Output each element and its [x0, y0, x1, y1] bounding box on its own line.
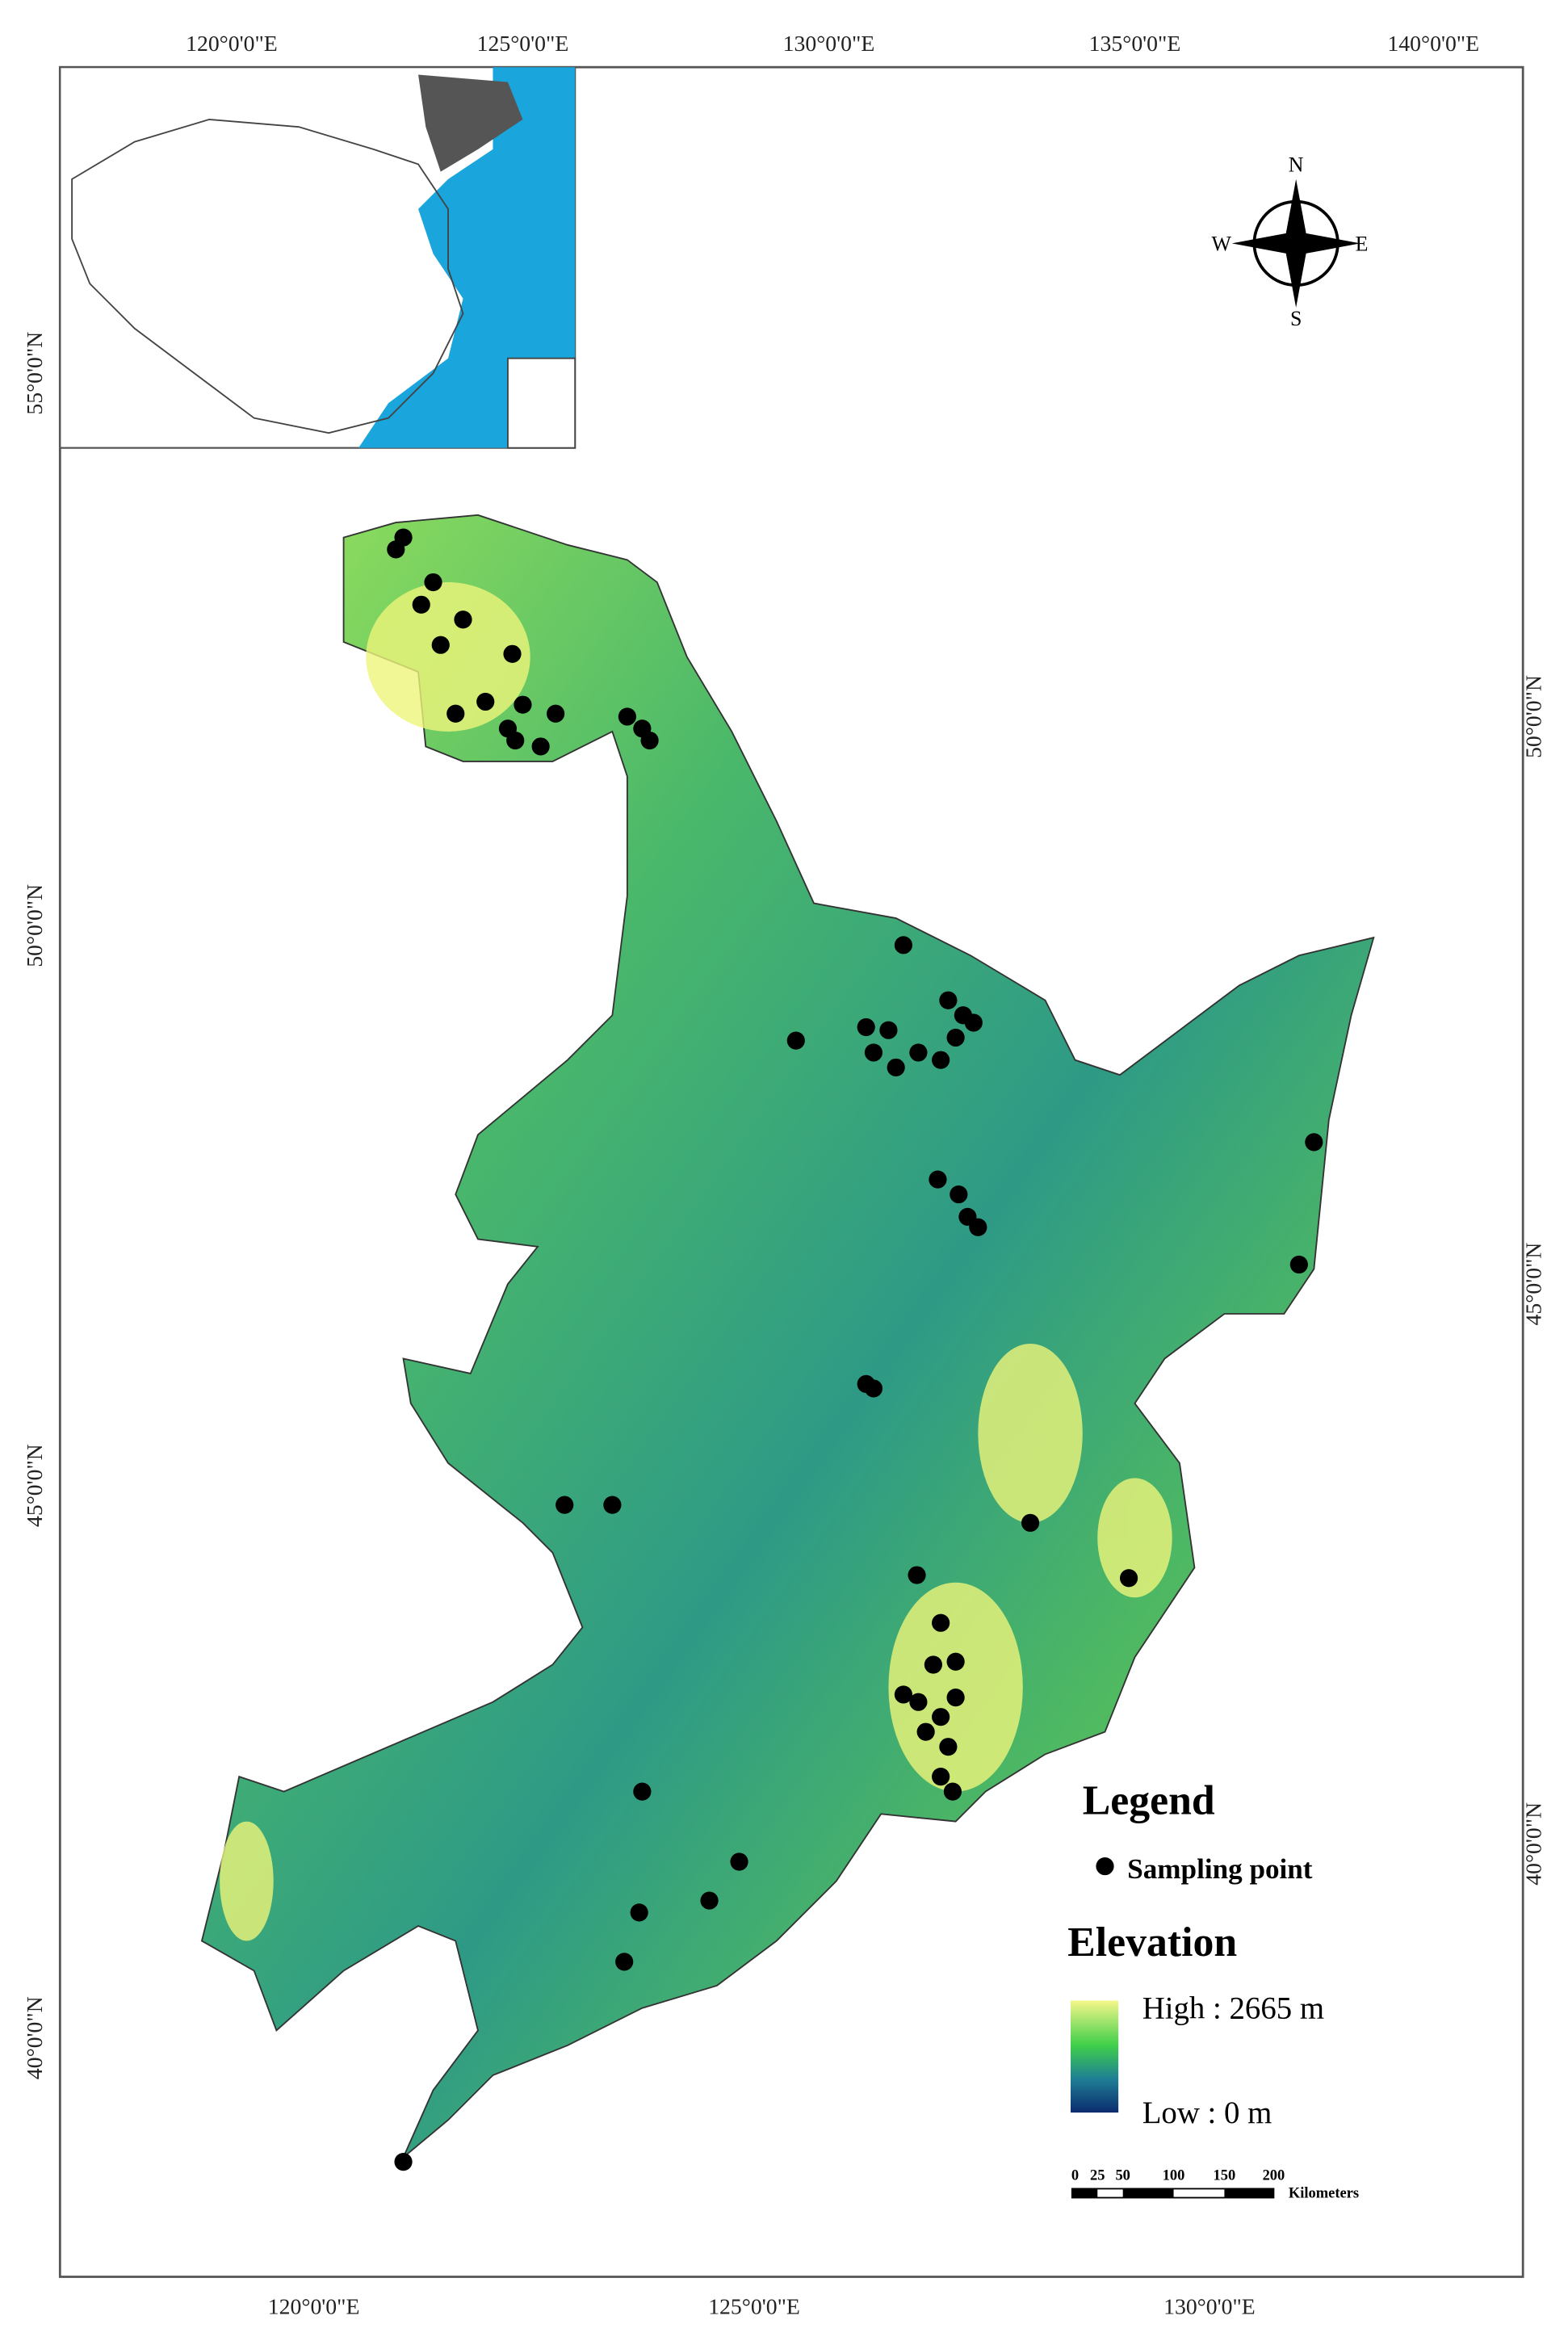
- sampling-point: [447, 704, 465, 723]
- sampling-point: [908, 1566, 926, 1584]
- legend-low: Low : 0 m: [1142, 2096, 1272, 2130]
- sampling-point: [939, 991, 958, 1009]
- sampling-point: [887, 1058, 905, 1077]
- sampling-point: [640, 731, 659, 750]
- sampling-point: [618, 707, 636, 726]
- compass-n: N: [1289, 153, 1304, 177]
- sampling-point: [454, 610, 472, 629]
- sampling-point: [894, 936, 913, 954]
- left-label: 40°0'0"N: [22, 1996, 47, 2079]
- sampling-point: [939, 1738, 958, 1756]
- bottom-label: 120°0'0"E: [268, 2294, 360, 2319]
- legend-sampling: Sampling point: [1127, 1853, 1313, 1885]
- sampling-point: [932, 1708, 950, 1726]
- legend: Legend Sampling point Elevation High : 2…: [1067, 1777, 1359, 2200]
- sampling-point: [929, 1170, 947, 1189]
- compass-w: W: [1211, 233, 1231, 256]
- sampling-point: [946, 1689, 965, 1707]
- right-label: 40°0'0"N: [1520, 1802, 1545, 1886]
- sampling-point: [932, 1613, 950, 1632]
- scale-label: 0: [1071, 2167, 1079, 2183]
- sampling-point: [531, 737, 550, 756]
- legend-elevation: Elevation: [1067, 1919, 1237, 1966]
- scale-label: 25: [1090, 2167, 1105, 2183]
- sampling-point: [950, 1185, 968, 1204]
- inset-map: [59, 66, 576, 449]
- sampling-point: [424, 573, 442, 592]
- sampling-point: [431, 636, 450, 654]
- sampling-point: [615, 1953, 634, 1971]
- scale-label: 100: [1163, 2167, 1185, 2183]
- sampling-point: [946, 1028, 965, 1047]
- legend-title: Legend: [1083, 1777, 1215, 1823]
- sampling-point: [946, 1652, 965, 1671]
- sampling-point: [503, 644, 522, 663]
- sampling-point: [1021, 1513, 1040, 1532]
- compass-e: E: [1356, 233, 1369, 256]
- bottom-label: 130°0'0"E: [1163, 2294, 1256, 2319]
- scale-label: 200: [1263, 2167, 1285, 2183]
- sampling-point: [394, 2153, 413, 2171]
- sampling-point: [633, 1782, 652, 1801]
- sampling-point: [514, 695, 532, 714]
- sampling-point: [476, 692, 495, 711]
- sampling-point: [412, 595, 430, 614]
- left-label: 55°0'0"N: [22, 332, 47, 415]
- sampling-point: [932, 1051, 950, 1069]
- sampling-point: [857, 1017, 875, 1037]
- top-label: 120°0'0"E: [186, 31, 278, 56]
- sampling-point: [394, 528, 413, 547]
- scale-unit: Kilometers: [1289, 2185, 1359, 2201]
- sampling-point: [556, 1496, 574, 1514]
- sampling-points: [387, 528, 1323, 2171]
- sampling-point: [969, 1218, 987, 1236]
- sampling-point: [964, 1013, 983, 1032]
- sampling-point: [943, 1782, 962, 1801]
- sampling-point: [909, 1043, 928, 1062]
- top-label: 130°0'0"E: [783, 31, 875, 56]
- sampling-point: [916, 1722, 935, 1741]
- sampling-point: [894, 1685, 913, 1704]
- left-label: 50°0'0"N: [22, 884, 47, 967]
- sampling-point: [630, 1903, 648, 1922]
- sampling-point: [924, 1655, 942, 1674]
- compass-s: S: [1290, 307, 1302, 330]
- right-label: 50°0'0"N: [1520, 675, 1545, 758]
- sampling-point: [603, 1496, 622, 1514]
- right-label: 45°0'0"N: [1520, 1243, 1545, 1326]
- sampling-point: [864, 1379, 883, 1398]
- top-label: 135°0'0"E: [1089, 31, 1181, 56]
- sampling-point: [786, 1031, 805, 1050]
- scale-label: 50: [1115, 2167, 1130, 2183]
- study-area: [200, 514, 1375, 2159]
- top-label: 140°0'0"E: [1387, 31, 1479, 56]
- sampling-point: [700, 1891, 719, 1910]
- sampling-point: [864, 1043, 883, 1062]
- bottom-label: 125°0'0"E: [708, 2294, 800, 2319]
- sampling-point: [730, 1852, 748, 1871]
- sampling-point: [879, 1021, 898, 1039]
- scale-label: 150: [1214, 2167, 1236, 2183]
- sampling-point: [932, 1768, 950, 1786]
- top-label: 125°0'0"E: [477, 31, 569, 56]
- sampling-point: [1305, 1133, 1323, 1152]
- sampling-point: [909, 1693, 928, 1711]
- left-label: 45°0'0"N: [22, 1444, 47, 1527]
- sampling-point: [1119, 1569, 1138, 1588]
- legend-high: High : 2665 m: [1142, 1991, 1324, 2026]
- sampling-point: [506, 731, 525, 750]
- sampling-point: [547, 704, 565, 723]
- sampling-point: [1289, 1255, 1308, 1274]
